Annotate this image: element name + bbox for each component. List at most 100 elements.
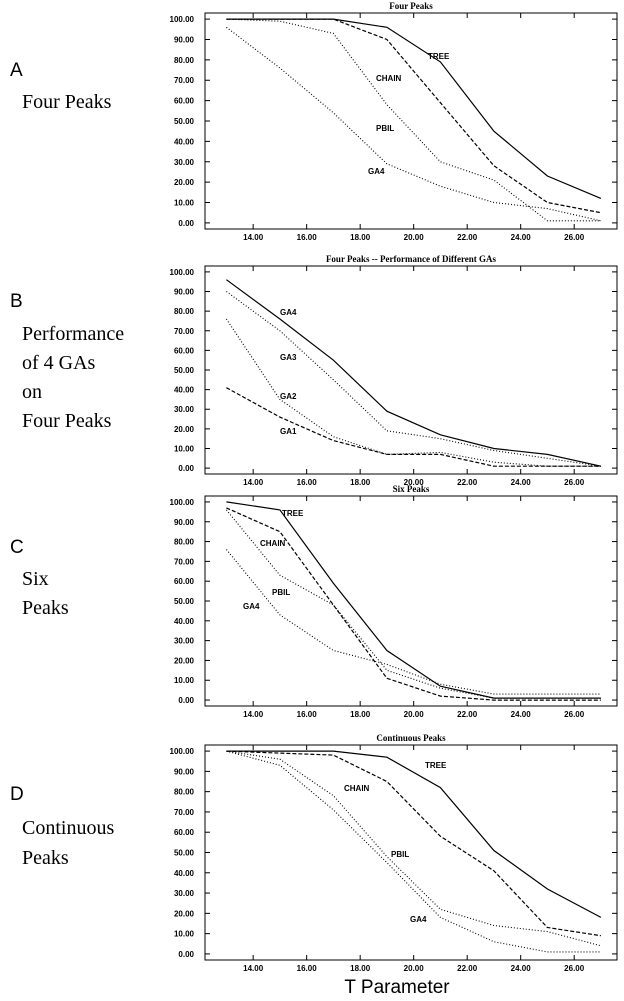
plot-frame [204,495,618,707]
x-tick-label: 16.00 [297,478,318,487]
y-tick-label: 70.00 [174,327,195,336]
y-tick-label: 10.00 [174,676,195,685]
series-line-tree [226,750,602,918]
series-label-ga2: GA2 [280,392,297,401]
panel-b-caption-line-2: of 4 GAs [22,352,96,374]
plot-frame [204,265,618,475]
series-label-chain: CHAIN [344,784,370,793]
y-tick-label: 60.00 [174,97,195,106]
y-tick-label: 20.00 [174,425,195,434]
panel-c-letter: C [10,537,24,558]
y-tick-label: 20.00 [174,178,195,187]
y-tick-label: 50.00 [174,117,195,126]
y-tick-label: 70.00 [174,808,195,817]
chart-title: Continuous Peaks [376,733,446,743]
x-tick-label: 26.00 [564,233,585,242]
y-tick-label: 90.00 [174,767,195,776]
y-tick-label: 50.00 [174,366,195,375]
y-tick-label: 80.00 [174,307,195,316]
y-tick-label: 40.00 [174,617,195,626]
panel-d-caption-line-2: Peaks [22,847,69,869]
y-tick-label: 60.00 [174,828,195,837]
y-tick-label: 30.00 [174,637,195,646]
y-tick-label: 0.00 [178,950,194,959]
panel-b-caption-line-1: Performance [22,323,124,345]
y-tick-label: 90.00 [174,518,195,527]
x-axis-label: T Parameter [344,977,450,998]
x-tick-label: 22.00 [457,478,478,487]
x-tick-label: 26.00 [564,710,585,719]
x-tick-label: 14.00 [243,964,264,973]
series-line-ga1 [226,387,601,467]
panel-b-letter: B [10,291,23,312]
series-label-pbil: PBIL [376,124,394,133]
panel-b-caption-line-4: Four Peaks [22,410,112,432]
y-tick-label: 60.00 [174,346,195,355]
series-label-ga4: GA4 [410,915,427,924]
x-tick-label: 18.00 [350,478,371,487]
chart-title: Four Peaks -- Performance of Different G… [326,254,497,264]
panel-a-letter: A [10,60,23,81]
x-tick-label: 26.00 [564,964,585,973]
x-tick-label: 16.00 [297,964,318,973]
chart-title: Six Peaks [393,484,430,494]
y-tick-label: 10.00 [174,444,195,453]
x-tick-label: 26.00 [564,478,585,487]
panel-c-caption-line-2: Peaks [22,597,69,619]
series-label-tree: TREE [425,761,447,770]
panel-b: B Performance of 4 GAs on Four Peaks Fou… [10,254,618,487]
x-tick-label: 22.00 [457,233,478,242]
series-label-ga4: GA4 [243,602,260,611]
panel-b-caption-line-3: on [22,381,42,403]
y-tick-label: 90.00 [174,35,195,44]
series-line-chain [226,507,601,701]
y-tick-label: 10.00 [174,930,195,939]
x-tick-label: 20.00 [404,478,425,487]
x-tick-label: 16.00 [297,710,318,719]
series-line-chain [226,18,602,214]
y-tick-label: 0.00 [178,464,194,473]
chart-six-peaks: Six Peaks 0.00 10.00 20.00 30.00 40.00 50.00 60… [170,484,618,719]
x-tick-label: 18.00 [350,964,371,973]
series-label-ga3: GA3 [280,353,297,362]
y-tick-label: 40.00 [174,137,195,146]
series-label-ga4: GA4 [368,167,385,176]
series-line-pbil [226,18,601,222]
chart-continuous-peaks: Continuous Peaks 0.00 10.00 20.00 30.00 40.00… [170,733,618,973]
y-tick-label: 100.00 [170,498,195,507]
y-tick-label: 80.00 [174,538,195,547]
panel-d: D Continuous Peaks Continuous Peaks 0.00 1… [10,733,618,973]
chart-title: Four Peaks [389,1,433,11]
y-tick-label: 30.00 [174,405,195,414]
x-tick-label: 14.00 [243,233,264,242]
y-tick-label: 0.00 [178,696,194,705]
panel-c: C Six Peaks Six Peaks 0.00 10.00 20.00 30.00… [10,484,618,719]
series-label-chain: CHAIN [260,539,286,548]
y-tick-label: 20.00 [174,656,195,665]
series-line-ga4 [226,279,602,467]
series-line-ga4 [225,549,601,695]
y-tick-label: 100.00 [170,15,195,24]
series-line-pbil [226,750,602,947]
y-tick-label: 70.00 [174,76,195,85]
y-tick-label: 70.00 [174,557,195,566]
y-tick-label: 0.00 [178,219,194,228]
y-tick-label: 10.00 [174,199,195,208]
series-label-tree: TREE [282,509,304,518]
panel-c-caption-line-1: Six [22,568,49,590]
x-tick-label: 24.00 [511,478,532,487]
x-tick-label: 14.00 [243,478,264,487]
x-tick-label: 24.00 [511,233,532,242]
y-tick-label: 40.00 [174,869,195,878]
x-tick-label: 18.00 [350,710,371,719]
panel-d-letter: D [10,784,24,805]
plot-frame [204,744,618,961]
y-tick-label: 50.00 [174,597,195,606]
series-line-ga4 [226,26,602,222]
panel-d-caption-line-1: Continuous [22,817,114,839]
y-tick-label: 80.00 [174,56,195,65]
x-tick-label: 24.00 [511,964,532,973]
panel-a-caption-line-1: Four Peaks [22,91,112,113]
y-tick-label: 40.00 [174,386,195,395]
